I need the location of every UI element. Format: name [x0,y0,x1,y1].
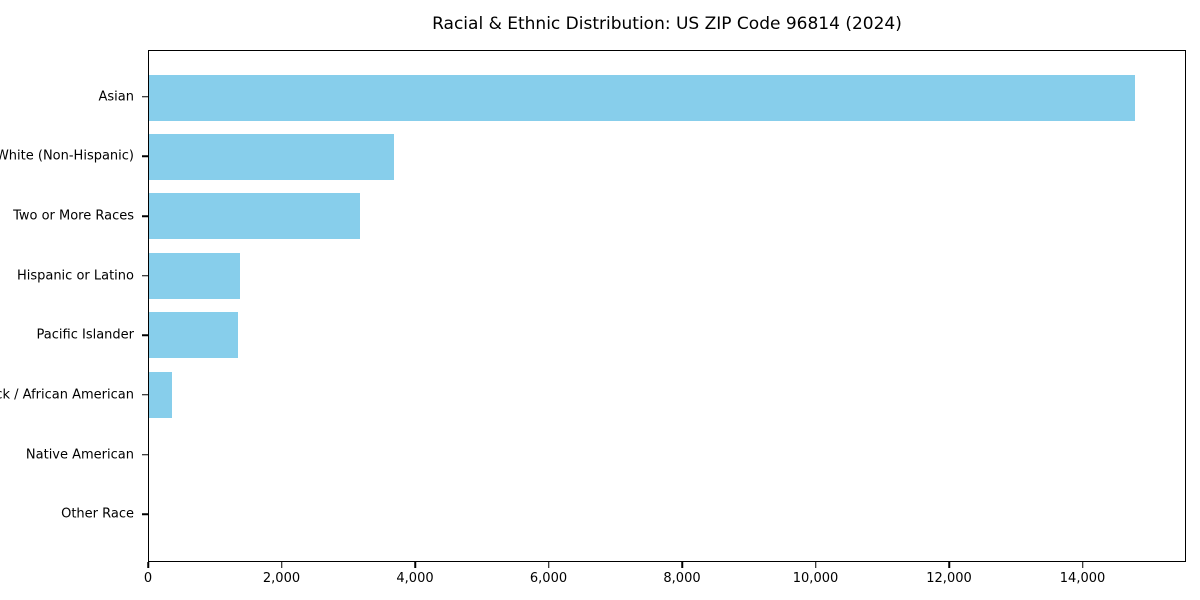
y-axis-row: Other Race [0,484,148,544]
bar-row [149,187,1185,246]
x-tick-mark [948,562,950,568]
bar-row [149,246,1185,305]
y-tick-mark [142,513,148,515]
y-axis: Asian White (Non-Hispanic) Two or More Rac… [0,50,148,562]
y-axis-rows: Asian White (Non-Hispanic) Two or More Rac… [0,67,148,544]
y-tick-label: Other Race [61,506,134,522]
y-axis-row: Black / African American [0,365,148,425]
bar-row [149,365,1185,424]
bar-row [149,484,1185,543]
x-tick-mark [280,562,283,568]
y-axis-row: Two or More Races [0,186,148,246]
x-tick-mark [547,562,550,568]
x-tick-mark [681,562,683,568]
bar-asian [149,74,1136,121]
bar-row [149,306,1185,365]
y-axis-row: Hispanic or Latino [0,246,148,306]
x-tick-mark [814,562,817,568]
chart-title: Racial & Ethnic Distribution: US ZIP Cod… [432,14,902,34]
y-tick-label: Native American [25,447,134,463]
x-tick-label: 0 [143,571,153,586]
y-axis-row: Native American [0,425,148,485]
x-axis: 0 2,000 4,000 6,000 8,000 10,000 12,000 14,000 [144,562,1186,596]
bar-white-non-hispanic [149,134,394,181]
x-tick-mark [1081,562,1084,568]
bar-pacific-islander [149,312,238,359]
y-tick-label: Two or More Races [13,208,134,224]
x-tick-mark [147,562,149,568]
x-tick-label: 2,000 [262,571,301,586]
bar-row [149,127,1185,186]
x-tick-mark [414,562,416,568]
y-tick-label: Pacific Islander [36,327,134,343]
y-tick-mark [142,453,148,456]
x-tick-label: 10,000 [792,571,839,586]
y-tick-mark [142,274,148,277]
bar-two-or-more-races [149,193,360,240]
y-axis-row: Asian [0,67,148,127]
bar-rows [149,68,1185,543]
y-tick-mark [142,334,148,337]
y-tick-label: White (Non-Hispanic) [0,148,134,164]
x-tick-label: 12,000 [926,571,972,586]
y-tick-mark [142,155,148,158]
y-tick-mark [142,96,148,98]
y-tick-label: Hispanic or Latino [16,268,134,284]
y-tick-label: Black / African American [0,387,134,403]
x-tick-label: 6,000 [529,571,568,586]
y-tick-mark [142,394,148,396]
y-axis-row: White (Non-Hispanic) [0,127,148,187]
x-tick-label: 4,000 [396,571,434,586]
bar-row [149,424,1185,483]
x-tick-label: 8,000 [663,571,701,586]
plot-area [148,50,1186,562]
y-axis-row: Pacific Islander [0,306,148,366]
y-tick-label: Asian [98,89,134,105]
y-tick-mark [142,215,148,217]
bar-row [149,68,1185,127]
x-tick-label: 14,000 [1059,571,1106,586]
bar-black-african-american [149,371,173,418]
bar-hispanic-or-latino [149,252,241,299]
